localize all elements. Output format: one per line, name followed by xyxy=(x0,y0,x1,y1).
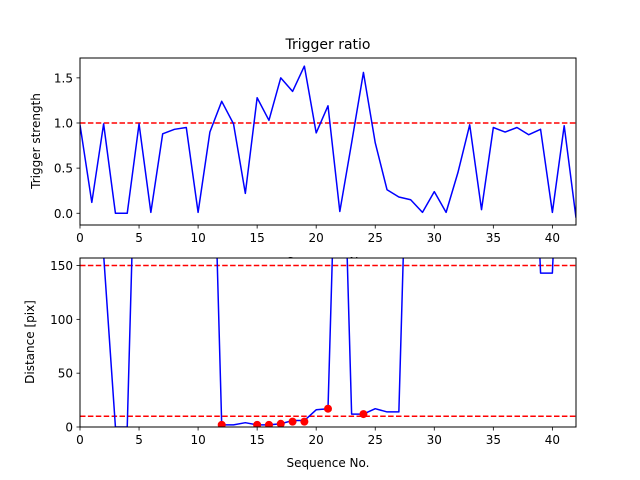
bottom-y-tick-label-2: 100 xyxy=(50,313,73,327)
top-chart-title: Trigger ratio xyxy=(284,37,370,53)
top-y-tick-label-2: 1.0 xyxy=(54,116,73,130)
bottom-plot-area xyxy=(103,258,554,427)
bottom-x-tick-label-5: 5 xyxy=(135,433,143,447)
top-y-axis-label: Trigger strength xyxy=(29,93,43,190)
top-x-tick-label-0: 0 xyxy=(76,231,84,245)
top-y-tick-label-0: 0.0 xyxy=(54,207,73,221)
bottom-x-tick-label-15: 15 xyxy=(250,433,265,447)
top-plot-area xyxy=(80,65,576,218)
bottom-x-tick-label-40: 40 xyxy=(545,433,560,447)
bottom-x-tick-label-0: 0 xyxy=(76,433,84,447)
top-x-tick-label-30: 30 xyxy=(427,231,442,245)
top-axes-frame xyxy=(79,57,577,226)
bottom-series-1-point-1 xyxy=(253,420,262,427)
bottom-x-ticks: 0 5 10 15 20 25 30 35 40 xyxy=(76,427,560,447)
bottom-series-1-point-0 xyxy=(217,420,226,427)
bottom-x-tick-label-35: 35 xyxy=(486,433,501,447)
bottom-x-axis-label: Sequence No. xyxy=(287,456,370,470)
top-x-tick-label-35: 35 xyxy=(486,231,501,245)
bottom-y-tick-label-1: 50 xyxy=(58,367,73,381)
bottom-x-tick-label-30: 30 xyxy=(427,433,442,447)
top-x-tick-label-5: 5 xyxy=(135,231,143,245)
bottom-y-axis-label: Distance [pix] xyxy=(23,300,37,384)
bottom-reference-lines xyxy=(80,264,576,417)
bottom-series-1-point-6 xyxy=(324,404,332,413)
bottom-y-ticks: 0 50 100 150 xyxy=(50,259,80,435)
bottom-x-tick-label-10: 10 xyxy=(190,433,205,447)
bottom-axes-frame xyxy=(79,257,577,428)
top-series-0-line xyxy=(80,65,576,218)
top-y-ticks: 0.0 0.5 1.0 1.5 xyxy=(54,71,80,221)
top-y-tick-label-3: 1.5 xyxy=(54,71,73,85)
top-y-tick-label-1: 0.5 xyxy=(54,162,73,176)
top-x-tick-label-25: 25 xyxy=(368,231,383,245)
top-x-tick-label-40: 40 xyxy=(545,231,560,245)
bottom-y-tick-label-0: 0 xyxy=(65,421,73,435)
bottom-series-1-point-2 xyxy=(264,420,273,427)
bottom-series-1-point-3 xyxy=(276,419,285,427)
top-x-tick-label-10: 10 xyxy=(190,231,205,245)
bottom-series-1-point-5 xyxy=(300,417,309,426)
bottom-y-tick-label-3: 150 xyxy=(50,259,73,273)
top-x-tick-label-20: 20 xyxy=(309,231,324,245)
bottom-x-tick-label-20: 20 xyxy=(309,433,324,447)
top-x-ticks: 0 5 10 15 20 25 30 35 40 xyxy=(76,225,560,245)
bottom-x-tick-label-25: 25 xyxy=(368,433,383,447)
bottom-series-1-point-4 xyxy=(288,417,297,426)
bottom-series-1-point-7 xyxy=(359,410,368,419)
top-x-tick-label-15: 15 xyxy=(250,231,265,245)
